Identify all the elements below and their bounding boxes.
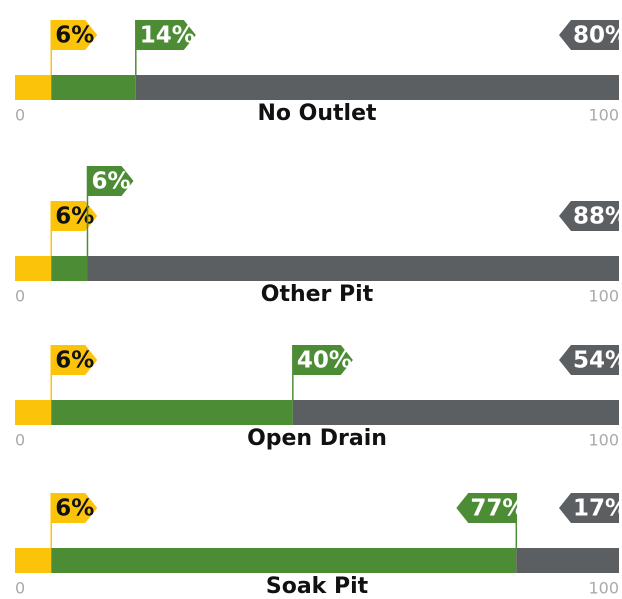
flag bbox=[51, 201, 98, 231]
bar-segment bbox=[516, 548, 619, 573]
bar-segment bbox=[15, 548, 52, 573]
bar-segment bbox=[15, 400, 52, 425]
x-tick-label: 0 bbox=[15, 106, 25, 125]
value-label: 17% bbox=[573, 496, 622, 522]
flag bbox=[292, 345, 353, 375]
x-tick-label: 0 bbox=[15, 579, 25, 598]
bar-segment bbox=[15, 256, 52, 281]
value-label: 77% bbox=[470, 496, 525, 522]
x-tick-label: 0 bbox=[15, 287, 25, 306]
bar-title: No Outlet bbox=[257, 101, 377, 126]
bar-segment bbox=[15, 75, 52, 100]
bar-title: Soak Pit bbox=[266, 574, 369, 599]
value-label: 6% bbox=[55, 348, 94, 374]
bar-title: Open Drain bbox=[247, 426, 387, 451]
x-tick-label: 100 bbox=[588, 579, 619, 598]
flag bbox=[559, 493, 619, 523]
x-tick-label: 100 bbox=[588, 287, 619, 306]
flag bbox=[559, 20, 619, 50]
flag bbox=[51, 20, 98, 50]
x-tick-label: 100 bbox=[588, 106, 619, 125]
bar-segment bbox=[51, 256, 88, 281]
value-label: 80% bbox=[573, 23, 622, 49]
flag bbox=[135, 20, 196, 50]
value-label: 54% bbox=[573, 348, 622, 374]
value-label: 6% bbox=[55, 23, 94, 49]
bar-title: Other Pit bbox=[261, 282, 374, 307]
bar-segment bbox=[87, 256, 620, 281]
flag bbox=[456, 493, 517, 523]
flag bbox=[87, 166, 134, 196]
x-tick-label: 100 bbox=[588, 431, 619, 450]
bar-segment bbox=[51, 548, 517, 573]
value-label: 6% bbox=[91, 169, 130, 195]
bar-segment bbox=[292, 400, 619, 425]
value-label: 6% bbox=[55, 204, 94, 230]
value-label: 14% bbox=[140, 23, 195, 49]
value-label: 40% bbox=[297, 348, 352, 374]
x-tick-label: 0 bbox=[15, 431, 25, 450]
bar-segment bbox=[51, 400, 293, 425]
flag bbox=[51, 345, 98, 375]
value-label: 88% bbox=[573, 204, 622, 230]
flag bbox=[51, 493, 98, 523]
bar-segment bbox=[135, 75, 620, 100]
value-label: 6% bbox=[55, 496, 94, 522]
flag bbox=[559, 345, 619, 375]
bar-segment bbox=[51, 75, 136, 100]
flag bbox=[559, 201, 619, 231]
